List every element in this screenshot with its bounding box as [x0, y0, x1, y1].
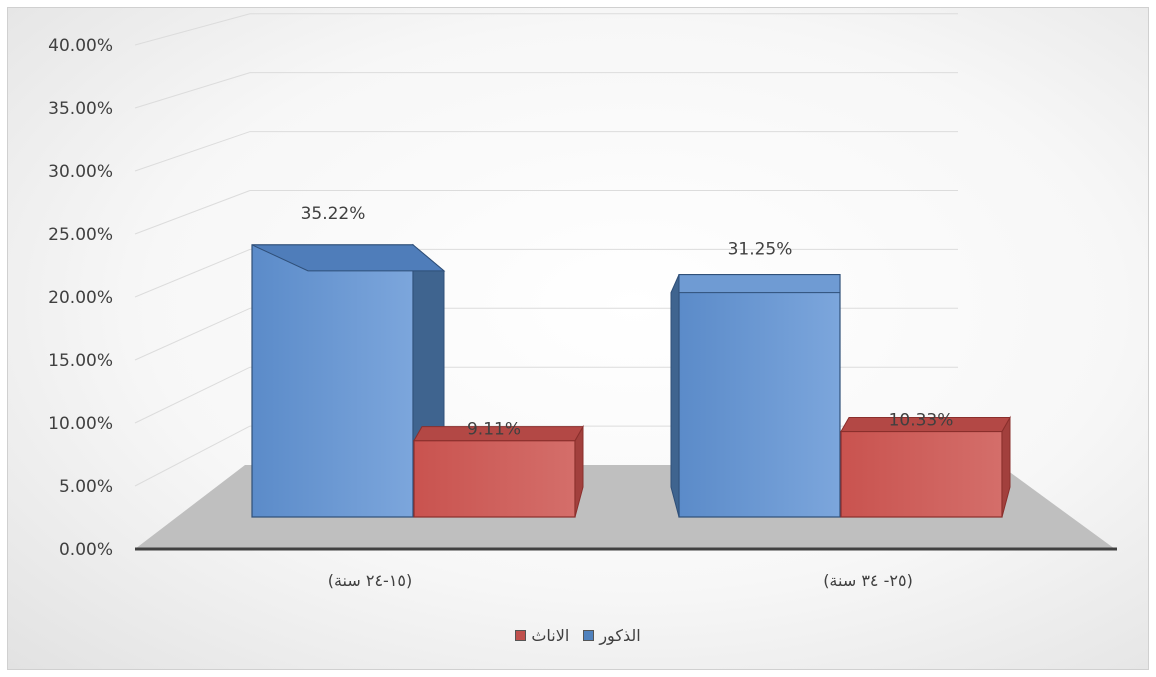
- data-labels: 35.22% 9.11% 31.25% 10.33%: [301, 204, 954, 440]
- bars: [251, 243, 1011, 518]
- data-label: 31.25%: [728, 240, 793, 260]
- data-label: 9.11%: [467, 420, 521, 440]
- data-label: 10.33%: [889, 411, 954, 431]
- bar-top: [251, 244, 446, 272]
- legend-label: الاناث: [531, 626, 570, 645]
- bar-side: [670, 274, 680, 518]
- gridline-side: [134, 190, 251, 235]
- category-label: (٢٥- ٣٤ سنة): [823, 571, 913, 590]
- y-tick-label: 15.00%: [48, 351, 113, 371]
- legend-item: الذكور: [583, 626, 641, 645]
- category-axis: (١٥-٢٤ سنة) (٢٥- ٣٤ سنة): [328, 571, 913, 590]
- bar-top: [413, 426, 584, 442]
- chart-frame: [7, 7, 1149, 670]
- bar-front: [251, 244, 414, 518]
- bar-front: [678, 274, 841, 518]
- gridline-side: [134, 72, 251, 109]
- legend-label: الذكور: [599, 626, 641, 645]
- legend-item: الاناث: [515, 626, 569, 645]
- gridline-side: [134, 13, 251, 46]
- bar-front: [840, 430, 1003, 518]
- bar-top: [840, 417, 1011, 433]
- y-tick-label: 35.00%: [48, 99, 113, 119]
- y-tick-label: 30.00%: [48, 162, 113, 182]
- y-tick-label: 0.00%: [59, 540, 113, 560]
- bar-front: [413, 440, 576, 518]
- gridline-side: [134, 366, 251, 424]
- legend: الذكور الاناث: [0, 626, 1156, 645]
- y-tick-label: 20.00%: [48, 288, 113, 308]
- legend-swatch: [515, 630, 527, 641]
- legend-swatch: [583, 630, 595, 641]
- gridline-side: [134, 131, 251, 172]
- data-label: 35.22%: [301, 204, 366, 224]
- y-tick-label: 40.00%: [48, 36, 113, 56]
- bar-top: [678, 274, 841, 294]
- category-label: (١٥-٢٤ سنة): [328, 571, 413, 590]
- y-tick-label: 10.00%: [48, 414, 113, 434]
- y-tick-label: 5.00%: [59, 477, 113, 497]
- gridline-side: [134, 248, 251, 298]
- y-tick-label: 25.00%: [48, 225, 113, 245]
- y-axis: 0.00% 5.00% 10.00% 15.00% 20.00% 25.00% 30.00%…: [48, 36, 113, 560]
- gridline-side: [134, 425, 251, 487]
- gridline-side: [134, 307, 251, 361]
